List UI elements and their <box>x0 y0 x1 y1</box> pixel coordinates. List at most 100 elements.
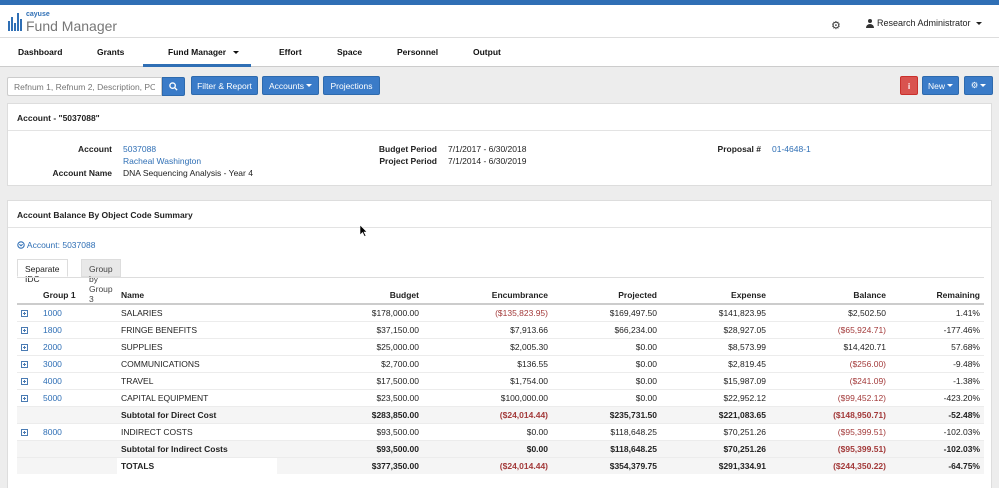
account-collapse-label: Account: 5037088 <box>26 240 96 250</box>
row-expand-cell <box>17 388 39 406</box>
settings-gear-icon[interactable]: ⚙ <box>831 20 841 32</box>
search-icon <box>169 82 178 91</box>
nav-fund-manager[interactable]: Fund Manager <box>168 47 240 57</box>
cell-remaining: -52.48% <box>890 405 984 423</box>
table-row: 4000 TRAVEL $17,500.00 $1,754.00 $0.00 $15,98… <box>17 371 984 389</box>
cell-projected: $0.00 <box>552 371 661 389</box>
cell-expense: $70,251.26 <box>661 422 770 440</box>
gear-icon: ⚙ <box>970 80 979 90</box>
nav-personnel[interactable]: Personnel <box>397 47 439 57</box>
account-person-link[interactable]: Racheal Washington <box>123 156 202 166</box>
nav-effort[interactable]: Effort <box>279 47 302 57</box>
cell-encumbrance: $2,005.30 <box>423 337 552 355</box>
group-code-link[interactable]: 1000 <box>39 303 117 321</box>
cell-remaining: -177.46% <box>890 320 984 338</box>
account-name-value: DNA Sequencing Analysis - Year 4 <box>123 168 253 178</box>
header-budget[interactable]: Budget <box>277 287 423 305</box>
nav-grants[interactable]: Grants <box>97 47 125 57</box>
group-code-link[interactable]: 3000 <box>39 354 117 372</box>
header-expense[interactable]: Expense <box>661 287 770 305</box>
account-label: Account <box>78 144 112 154</box>
group-code-link[interactable]: 5000 <box>39 388 117 406</box>
expand-plus-icon[interactable] <box>21 428 28 436</box>
cell-budget: $2,700.00 <box>277 354 423 372</box>
balance-table: Group 1 Name Budget Encumbrance Projecte… <box>17 287 984 474</box>
accounts-button-label: Accounts <box>269 80 304 91</box>
group-code-link[interactable]: 2000 <box>39 337 117 355</box>
proposal-label: Proposal # <box>717 144 761 154</box>
expand-plus-icon[interactable] <box>21 377 28 385</box>
user-menu[interactable]: Research Administrator <box>866 18 982 28</box>
row-name: INDIRECT COSTS <box>117 422 277 440</box>
accounts-button[interactable]: Accounts <box>262 76 319 95</box>
proposal-link[interactable]: 01-4648-1 <box>772 144 811 154</box>
group-code-link[interactable]: 4000 <box>39 371 117 389</box>
expand-plus-icon[interactable] <box>21 326 28 334</box>
tab-group-by-group-3[interactable]: Group by Group 3 <box>81 259 121 304</box>
cell-expense: $28,927.05 <box>661 320 770 338</box>
row-expand-cell <box>17 337 39 355</box>
cell-expense: $70,251.26 <box>661 439 770 457</box>
cell-budget: $93,500.00 <box>277 422 423 440</box>
nav-output[interactable]: Output <box>473 47 501 57</box>
new-button[interactable]: New <box>922 76 959 95</box>
search-button[interactable] <box>162 77 185 96</box>
cell-expense: $141,823.95 <box>661 303 770 321</box>
cell-projected: $0.00 <box>552 354 661 372</box>
group-code-link[interactable]: 8000 <box>39 422 117 440</box>
settings-button[interactable]: ⚙ <box>964 76 993 95</box>
expand-plus-icon[interactable] <box>21 360 28 368</box>
row-expand-cell <box>17 371 39 389</box>
cell-encumbrance: $0.00 <box>423 422 552 440</box>
search-input[interactable] <box>7 77 162 96</box>
logo-brand: cayuse <box>26 11 50 18</box>
nav-active-indicator <box>143 64 251 67</box>
account-collapse-link[interactable]: Account: 5037088 <box>17 240 95 250</box>
table-row: 8000 INDIRECT COSTS $93,500.00 $0.00 $118,64… <box>17 422 984 440</box>
cell-encumbrance: $1,754.00 <box>423 371 552 389</box>
filter-report-button[interactable]: Filter & Report <box>191 76 258 95</box>
tab-separate-idc[interactable]: Separate IDC <box>17 259 68 284</box>
row-name: TRAVEL <box>117 371 277 389</box>
cell-encumbrance: $100,000.00 <box>423 388 552 406</box>
account-panel-title: Account - "5037088" <box>8 104 991 131</box>
cell-encumbrance: $0.00 <box>423 439 552 457</box>
bar-chart-icon <box>8 13 22 31</box>
header-balance[interactable]: Balance <box>770 287 890 305</box>
header-projected[interactable]: Projected <box>552 287 661 305</box>
cell-expense: $291,334.91 <box>661 456 770 474</box>
projections-button[interactable]: Projections <box>323 76 380 95</box>
nav-fund-manager-label: Fund Manager <box>168 47 227 57</box>
nav-space[interactable]: Space <box>337 47 363 57</box>
expand-plus-icon[interactable] <box>21 310 28 317</box>
header-remaining[interactable]: Remaining <box>890 287 984 305</box>
header-group-1[interactable]: Group 1 <box>39 287 117 305</box>
cell-budget: $25,000.00 <box>277 337 423 355</box>
new-button-label: New <box>927 80 945 91</box>
app-logo[interactable]: cayuse Fund Manager <box>8 9 117 35</box>
cell-expense: $8,573.99 <box>661 337 770 355</box>
group-code-link <box>39 405 117 423</box>
cell-encumbrance: $7,913.66 <box>423 320 552 338</box>
info-button[interactable]: i <box>900 76 918 95</box>
app-header: cayuse Fund Manager ⚙ Research Administr… <box>0 5 999 38</box>
mouse-cursor-icon <box>360 225 368 237</box>
chevron-down-icon <box>305 84 312 87</box>
header-name[interactable]: Name <box>117 287 277 305</box>
user-name: Research Administrator <box>877 18 971 28</box>
cell-expense: $15,987.09 <box>661 371 770 389</box>
header-encumbrance[interactable]: Encumbrance <box>423 287 552 305</box>
row-expand-cell <box>17 354 39 372</box>
expand-plus-icon[interactable] <box>21 394 28 402</box>
chevron-down-icon <box>980 84 987 87</box>
row-name: CAPITAL EQUIPMENT <box>117 388 277 406</box>
table-row: 1800 FRINGE BENEFITS $37,150.00 $7,913.66 $6… <box>17 320 984 338</box>
circle-chevron-icon <box>17 241 25 249</box>
expand-plus-icon[interactable] <box>21 343 28 351</box>
account-link[interactable]: 5037088 <box>123 144 157 154</box>
cell-balance: ($99,452.12) <box>770 388 890 406</box>
nav-dashboard[interactable]: Dashboard <box>18 47 63 57</box>
table-row: 1000 SALARIES $178,000.00 ($135,823.95) $169… <box>17 303 984 321</box>
group-code-link[interactable]: 1800 <box>39 320 117 338</box>
cell-encumbrance: ($24,014.44) <box>423 456 552 474</box>
